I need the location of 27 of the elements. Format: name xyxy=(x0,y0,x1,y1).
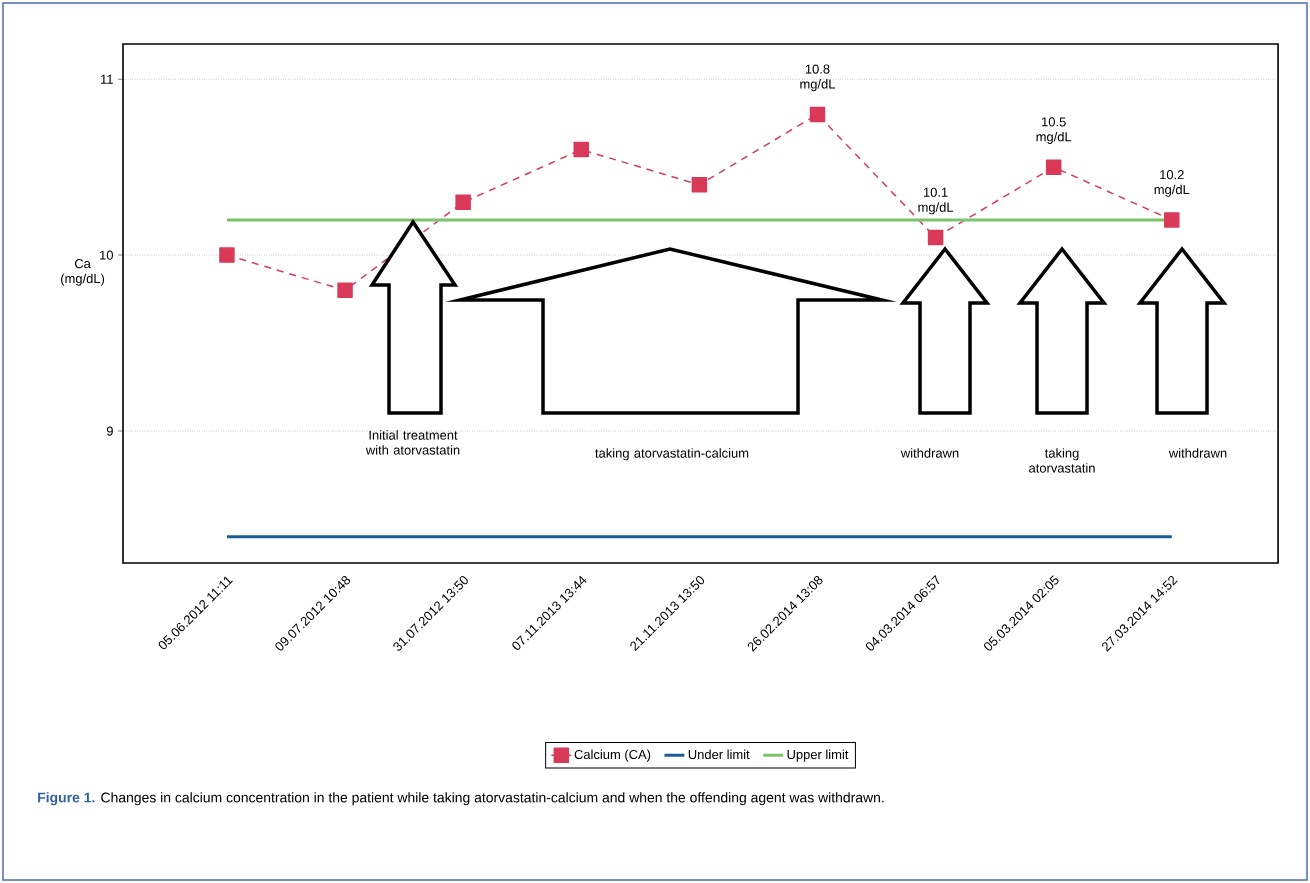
point xyxy=(691,177,708,193)
data-label: 10.8 mg/dL xyxy=(800,64,836,92)
legend-label: Upper limit xyxy=(787,749,849,762)
text: Changes in calcium concentration in the patient while taking atorvastatin-calcium and when the offending agent was withdrawn. xyxy=(101,792,884,806)
data-label: 10.1 mg/dL xyxy=(918,187,954,215)
point xyxy=(219,247,235,263)
y-tick-label: 10 xyxy=(100,250,113,260)
caption: Figure 1. xyxy=(38,792,95,806)
point xyxy=(455,194,471,211)
point xyxy=(1045,159,1062,175)
y-axis-title: Ca (mg/dL) xyxy=(61,259,105,286)
data-label: 10.2 mg/dL xyxy=(1154,170,1190,197)
annotation: withdrawn xyxy=(900,448,959,458)
annotation: taking atorvastatin-calcium xyxy=(595,448,749,461)
point xyxy=(809,106,826,123)
y-tick-label: 9 xyxy=(106,426,113,436)
point xyxy=(1164,212,1180,228)
legend-label: Under limit xyxy=(688,749,750,760)
data-label: 10.5 mg/dL xyxy=(1036,117,1072,144)
annotation: withdrawn xyxy=(1168,448,1227,458)
point xyxy=(573,141,590,158)
y-tick-label: 11 xyxy=(101,74,113,84)
point xyxy=(927,229,944,246)
point xyxy=(337,282,353,299)
annotation: Initial treatment with atorvastatin xyxy=(365,430,460,455)
legend-label: Calcium (CA) xyxy=(574,749,651,762)
annotation: taking atorvastatin xyxy=(1029,448,1095,473)
